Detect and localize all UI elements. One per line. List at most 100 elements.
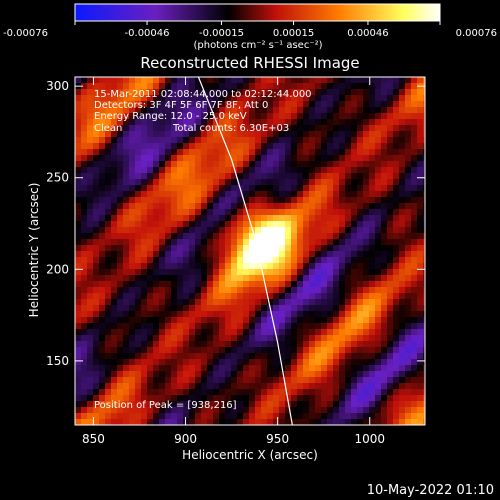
heatmap-cell <box>81 275 88 282</box>
heatmap-cell <box>75 215 82 222</box>
heatmap-cell <box>315 137 322 144</box>
heatmap-cell <box>99 335 106 342</box>
heatmap-cell <box>315 365 322 372</box>
heatmap-cell <box>141 107 148 114</box>
heatmap-cell <box>171 257 178 264</box>
heatmap-cell <box>411 137 418 144</box>
heatmap-cell <box>189 299 196 306</box>
heatmap-cell <box>141 347 148 354</box>
heatmap-cell <box>285 257 292 264</box>
heatmap-cell <box>339 155 346 162</box>
heatmap-cell <box>123 311 130 318</box>
heatmap-cell <box>297 335 304 342</box>
heatmap-cell <box>225 311 232 318</box>
heatmap-cell <box>105 389 112 396</box>
heatmap-cell <box>117 89 124 96</box>
heatmap-cell <box>345 365 352 372</box>
heatmap-cell <box>153 215 160 222</box>
heatmap-cell <box>159 287 166 294</box>
heatmap-cell <box>207 137 214 144</box>
heatmap-cell <box>411 251 418 258</box>
heatmap-cell <box>147 275 154 282</box>
heatmap-cell <box>75 209 82 216</box>
heatmap-cell <box>189 239 196 246</box>
heatmap-cell <box>81 161 88 168</box>
heatmap-cell <box>111 179 118 186</box>
heatmap-cell <box>213 173 220 180</box>
heatmap-cell <box>297 215 304 222</box>
heatmap-cell <box>333 407 340 414</box>
heatmap-cell <box>105 119 112 126</box>
heatmap-cell <box>135 365 142 372</box>
heatmap-cell <box>201 263 208 270</box>
heatmap-cell <box>99 161 106 168</box>
heatmap-cell <box>369 335 376 342</box>
heatmap-cell <box>123 89 130 96</box>
heatmap-cell <box>369 95 376 102</box>
heatmap-cell <box>285 281 292 288</box>
heatmap-cell <box>195 251 202 258</box>
heatmap-cell <box>147 215 154 222</box>
heatmap-cell <box>81 203 88 210</box>
heatmap-cell <box>351 179 358 186</box>
heatmap-cell <box>327 329 334 336</box>
heatmap-cell <box>381 251 388 258</box>
heatmap-cell <box>207 281 214 288</box>
heatmap-cell <box>297 311 304 318</box>
heatmap-cell <box>195 185 202 192</box>
heatmap-cell <box>381 95 388 102</box>
heatmap-cell <box>219 119 226 126</box>
heatmap-cell <box>153 155 160 162</box>
heatmap-cell <box>117 179 124 186</box>
heatmap-cell <box>315 143 322 150</box>
heatmap-cell <box>375 209 382 216</box>
heatmap-cell <box>393 221 400 228</box>
heatmap-cell <box>363 89 370 96</box>
x-tick-label: 850 <box>82 432 105 446</box>
heatmap-cell <box>153 251 160 258</box>
heatmap-cell <box>129 293 136 300</box>
heatmap-cell <box>393 347 400 354</box>
heatmap-cell <box>267 155 274 162</box>
heatmap-cell <box>339 419 346 425</box>
heatmap-cell <box>333 377 340 384</box>
heatmap-cell <box>309 329 316 336</box>
heatmap-cell <box>285 167 292 174</box>
heatmap-cell <box>381 203 388 210</box>
heatmap-cell <box>171 407 178 414</box>
heatmap-cell <box>183 419 190 425</box>
heatmap-cell <box>111 281 118 288</box>
heatmap-cell <box>177 419 184 425</box>
heatmap-cell <box>195 221 202 228</box>
heatmap-cell <box>309 269 316 276</box>
heatmap-cell <box>363 221 370 228</box>
heatmap-cell <box>165 137 172 144</box>
heatmap-cell <box>249 185 256 192</box>
heatmap-cell <box>261 191 268 198</box>
heatmap-cell <box>315 299 322 306</box>
heatmap-cell <box>123 413 130 420</box>
heatmap-cell <box>303 203 310 210</box>
heatmap-cell <box>333 233 340 240</box>
heatmap-cell <box>279 281 286 288</box>
heatmap-cell <box>315 287 322 294</box>
heatmap-cell <box>309 167 316 174</box>
heatmap-cell <box>285 269 292 276</box>
heatmap-cell <box>309 419 316 425</box>
heatmap-cell <box>237 317 244 324</box>
heatmap-cell <box>189 107 196 114</box>
heatmap-cell <box>333 353 340 360</box>
heatmap-cell <box>183 131 190 138</box>
heatmap-cell <box>339 287 346 294</box>
heatmap-cell <box>231 323 238 330</box>
heatmap-cell <box>75 95 82 102</box>
heatmap-cell <box>369 377 376 384</box>
heatmap-cell <box>333 269 340 276</box>
heatmap-cell <box>213 257 220 264</box>
heatmap-cell <box>219 371 226 378</box>
heatmap-cell <box>309 341 316 348</box>
heatmap-cell <box>327 185 334 192</box>
heatmap-cell <box>273 179 280 186</box>
heatmap-cell <box>309 293 316 300</box>
heatmap-cell <box>249 293 256 300</box>
